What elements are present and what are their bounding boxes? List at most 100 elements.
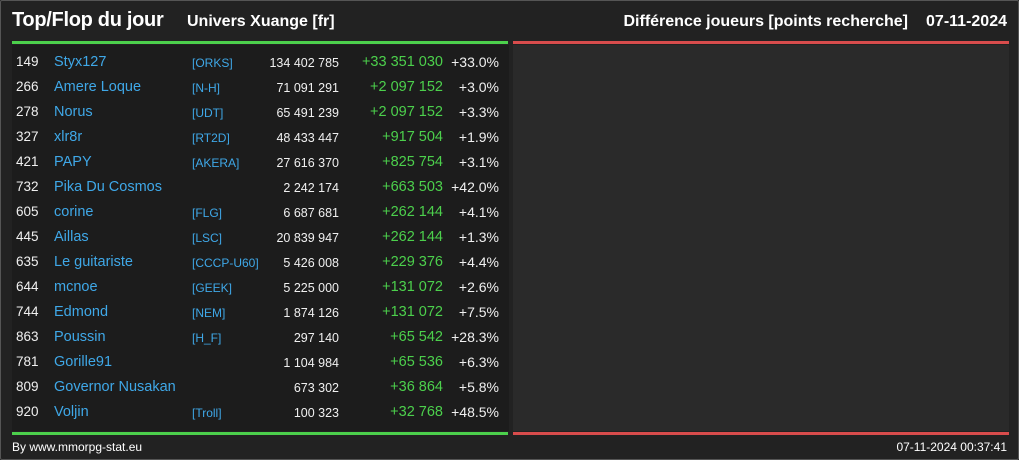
alliance-tag-link[interactable]: [RT2D] [192, 131, 230, 145]
player-name-link[interactable]: Governor Nusakan [54, 379, 176, 395]
percent-change: +28.3% [451, 329, 499, 345]
table-row: 920 Voljin [Troll] 100 323 +32 768 +48.5% [12, 398, 509, 423]
table-row: 732 Pika Du Cosmos 2 242 174 +663 503 +42.0% [12, 173, 509, 198]
percent-change: +7.5% [458, 304, 499, 320]
points-difference: +131 072 [382, 304, 443, 320]
player-points: 297 140 [293, 331, 339, 345]
player-name-link[interactable]: Le guitariste [54, 254, 133, 270]
points-difference: +65 536 [390, 354, 443, 370]
percent-change: +33.0% [451, 54, 499, 70]
site-credit: By www.mmorpg-stat.eu [12, 440, 143, 454]
points-difference: +2 097 152 [370, 104, 443, 120]
player-name-link[interactable]: Pika Du Cosmos [54, 179, 162, 195]
player-name-link[interactable]: mcnoe [54, 279, 98, 295]
alliance-tag-link[interactable]: [ORKS] [192, 56, 233, 70]
points-difference: +262 144 [382, 229, 443, 245]
player-name-link[interactable]: xlr8r [54, 129, 83, 145]
alliance-tag-link[interactable]: [LSC] [192, 231, 223, 245]
top-players-panel: 149 Styx127 [ORKS] 134 402 785 +33 351 030 +3… [12, 45, 509, 431]
percent-change: +5.8% [458, 379, 499, 395]
player-name-link[interactable]: Edmond [54, 304, 109, 320]
player-rank: 635 [16, 254, 39, 269]
player-points: 6 687 681 [283, 206, 339, 220]
points-difference: +917 504 [382, 129, 443, 145]
table-row: 266 Amere Loque [N-H] 71 091 291 +2 097 152 +… [12, 73, 509, 98]
table-row: 863 Poussin [H_F] 297 140 +65 542 +28.3% [12, 323, 509, 348]
table-row: 445 Aillas [LSC] 20 839 947 +262 144 +1.3% [12, 223, 509, 248]
player-points: 27 616 370 [276, 156, 339, 170]
player-name-link[interactable]: Amere Loque [54, 79, 142, 95]
generated-timestamp: 07-11-2024 00:37:41 [896, 440, 1007, 454]
player-points: 1 104 984 [283, 356, 339, 370]
percent-change: +6.3% [458, 354, 499, 370]
table-row: 744 Edmond [NEM] 1 874 126 +131 072 +7.5% [12, 298, 509, 323]
player-name-link[interactable]: Gorille91 [54, 354, 113, 370]
table-row: 421 PAPY [AKERA] 27 616 370 +825 754 +3.1% [12, 148, 509, 173]
table-row: 605 corine [FLG] 6 687 681 +262 144 +4.1% [12, 198, 509, 223]
alliance-tag-link[interactable]: [FLG] [192, 206, 223, 220]
alliance-tag-link[interactable]: [AKERA] [192, 156, 240, 170]
player-points: 1 874 126 [283, 306, 339, 320]
percent-change: +48.5% [451, 404, 499, 420]
points-difference: +36 864 [390, 379, 443, 395]
percent-change: +2.6% [458, 279, 499, 295]
percent-change: +3.0% [458, 79, 499, 95]
alliance-tag-link[interactable]: [CCCP-U60] [192, 256, 259, 270]
percent-change: +4.1% [458, 204, 499, 220]
player-points: 71 091 291 [276, 81, 339, 95]
page-title: Top/Flop du jour [12, 9, 164, 31]
player-name-link[interactable]: Norus [54, 104, 93, 120]
points-difference: +65 542 [390, 329, 443, 345]
player-rank: 732 [16, 179, 39, 194]
table-row: 781 Gorille91 1 104 984 +65 536 +6.3% [12, 348, 509, 373]
top-divider-green [12, 41, 508, 44]
metric-title: Différence joueurs [points recherche] [623, 13, 908, 30]
bottom-divider-green [12, 432, 508, 435]
percent-change: +42.0% [451, 179, 499, 195]
points-difference: +825 754 [382, 154, 443, 170]
player-points: 134 402 785 [269, 56, 339, 70]
header-date: 07-11-2024 [926, 13, 1007, 30]
player-name-link[interactable]: Voljin [54, 404, 89, 420]
bottom-divider-red [513, 432, 1009, 435]
percent-change: +4.4% [458, 254, 499, 270]
player-name-link[interactable]: PAPY [54, 154, 92, 170]
player-rank: 920 [16, 404, 39, 419]
player-rank: 266 [16, 79, 39, 94]
player-points: 673 302 [293, 381, 339, 395]
points-difference: +131 072 [382, 279, 443, 295]
alliance-tag-link[interactable]: [H_F] [192, 331, 222, 345]
player-points: 5 426 008 [283, 256, 339, 270]
alliance-tag-link[interactable]: [UDT] [192, 106, 224, 120]
player-name-link[interactable]: Styx127 [54, 54, 107, 70]
alliance-tag-link[interactable]: [GEEK] [192, 281, 233, 295]
player-rank: 644 [16, 279, 39, 294]
alliance-tag-link[interactable]: [Troll] [192, 406, 222, 420]
player-points: 20 839 947 [276, 231, 339, 245]
alliance-tag-link[interactable]: [NEM] [192, 306, 226, 320]
table-row: 327 xlr8r [RT2D] 48 433 447 +917 504 +1.9% [12, 123, 509, 148]
table-row: 809 Governor Nusakan 673 302 +36 864 +5.8% [12, 373, 509, 398]
player-rank: 605 [16, 204, 39, 219]
player-rank: 863 [16, 329, 39, 344]
player-rank: 809 [16, 379, 39, 394]
percent-change: +3.3% [458, 104, 499, 120]
player-name-link[interactable]: Poussin [54, 329, 106, 345]
player-points: 100 323 [293, 406, 339, 420]
player-points: 2 242 174 [283, 181, 339, 195]
universe-subtitle: Univers Xuange [fr] [187, 13, 335, 30]
player-name-link[interactable]: Aillas [54, 229, 89, 245]
player-points: 48 433 447 [276, 131, 339, 145]
points-difference: +663 503 [382, 179, 443, 195]
player-points: 65 491 239 [276, 106, 339, 120]
points-difference: +2 097 152 [370, 79, 443, 95]
table-row: 149 Styx127 [ORKS] 134 402 785 +33 351 030 +3… [12, 48, 509, 73]
player-rank: 278 [16, 104, 39, 119]
player-name-link[interactable]: corine [54, 204, 94, 220]
points-difference: +32 768 [390, 404, 443, 420]
player-rank: 149 [16, 54, 39, 69]
table-row: 635 Le guitariste [CCCP-U60] 5 426 008 +229 … [12, 248, 509, 273]
alliance-tag-link[interactable]: [N-H] [192, 81, 220, 95]
points-difference: +33 351 030 [361, 54, 443, 70]
player-rank: 781 [16, 354, 39, 369]
